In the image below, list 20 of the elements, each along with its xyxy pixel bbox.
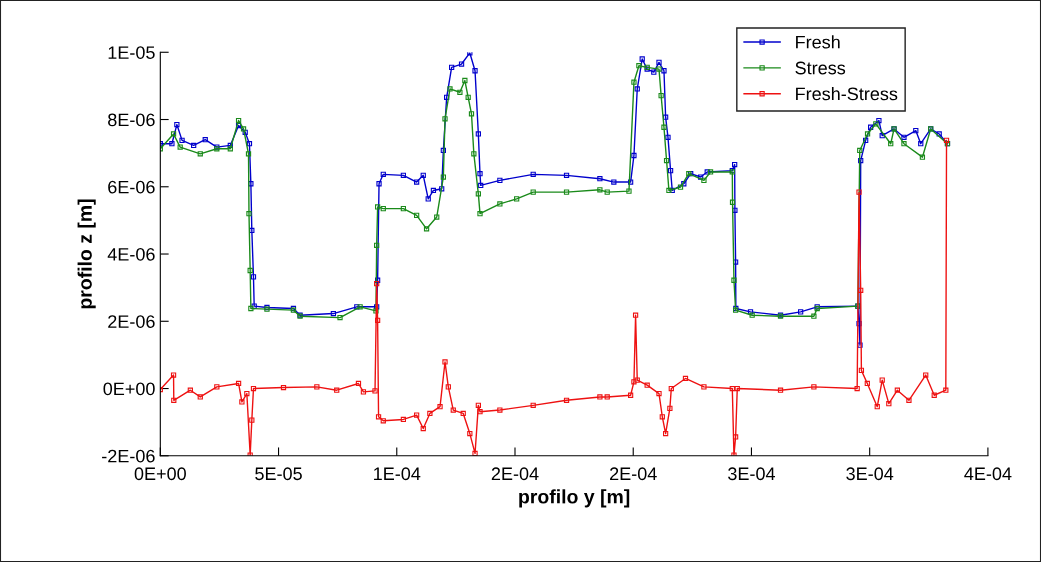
x-tick-label: 4E-04	[964, 467, 1012, 481]
legend-label: Stress	[795, 61, 846, 75]
y-tick-label: 6E-06	[108, 180, 155, 194]
x-tick-label: 0E+00	[134, 467, 186, 481]
x-tick-label: 1E-04	[374, 467, 421, 481]
y-tick-label: 1E-05	[108, 46, 155, 59]
x-tick-label: 5E-05	[255, 467, 302, 481]
y-tick-label: 4E-06	[107, 247, 155, 261]
x-tick-label: 2E-04	[610, 467, 657, 481]
x-tick-label: 3E-04	[846, 467, 894, 481]
x-axis-title: profilo y [m]	[519, 489, 630, 508]
y-tick-label: 8E-06	[108, 113, 155, 127]
legend-label: Fresh	[796, 35, 840, 49]
legend-label: Fresh-Stress	[796, 87, 898, 101]
y-tick-label: -2E-06	[102, 449, 155, 463]
y-axis-title: profilo z [m]	[77, 199, 96, 309]
y-tick-label: 2E-06	[108, 315, 155, 328]
y-tick-label: 0E+00	[103, 382, 155, 396]
x-tick-label: 2E-04	[491, 467, 539, 481]
x-tick-label: 3E-04	[728, 467, 776, 481]
